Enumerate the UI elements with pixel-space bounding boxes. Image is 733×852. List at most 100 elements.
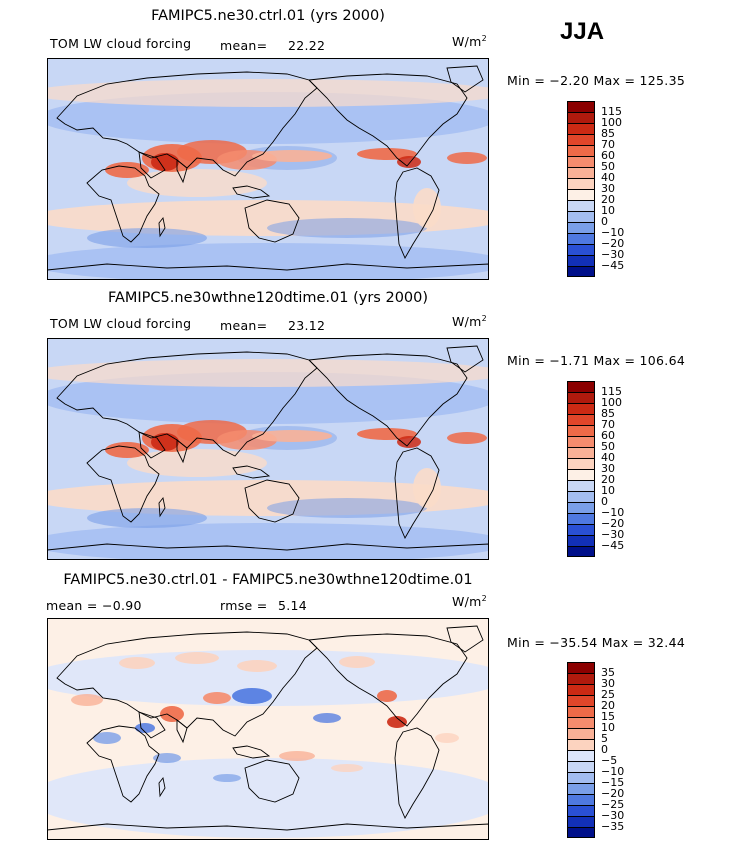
panel-1-variable-label: TOM LW cloud forcing <box>50 36 192 51</box>
map-frame <box>47 618 489 840</box>
coastline <box>47 543 489 560</box>
field-contour <box>151 433 179 451</box>
colorbar-swatch <box>567 167 595 178</box>
coastline <box>86 445 160 523</box>
colorbar-tick-label: 20 <box>601 699 615 712</box>
colorbar-tick-label: 30 <box>601 182 615 195</box>
colorbar-swatch <box>567 794 595 805</box>
coastline <box>47 823 489 840</box>
coastline <box>394 447 440 540</box>
panel-2-map <box>47 338 489 560</box>
colorbar-swatch <box>567 706 595 717</box>
colorbar-swatch <box>567 491 595 502</box>
coastline <box>158 216 166 238</box>
panel-2-title: FAMIPC5.ne30wthne120dtime.01 (yrs 2000) <box>107 290 429 306</box>
colorbar-tick-label: 10 <box>601 484 615 497</box>
field-contour <box>447 432 487 444</box>
colorbar-swatch <box>567 546 595 557</box>
field-contour <box>267 218 427 238</box>
panel-1-map <box>47 58 489 280</box>
coastline <box>308 633 468 727</box>
field-contour <box>119 657 155 669</box>
colorbar-swatch <box>567 145 595 156</box>
coastline <box>232 465 271 479</box>
field-contour <box>413 188 441 228</box>
season-label: JJA <box>560 18 605 45</box>
colorbar-tick-label: −20 <box>601 787 625 800</box>
colorbar-swatch <box>567 178 595 189</box>
map-frame <box>47 338 489 560</box>
panel-3-title: FAMIPC5.ne30.ctrl.01 - FAMIPC5.ne30wthne… <box>63 572 473 588</box>
coastline <box>446 625 484 653</box>
field-contour <box>331 764 363 772</box>
colorbar-swatch <box>567 772 595 783</box>
field-contour <box>135 723 155 733</box>
colorbar-tick-label: 60 <box>601 149 615 162</box>
colorbar-tick-label: 10 <box>601 204 615 217</box>
colorbar-swatch <box>567 673 595 684</box>
colorbar-swatch <box>567 662 595 673</box>
field-contour <box>175 652 219 664</box>
colorbar-swatch <box>567 436 595 447</box>
coastline <box>308 73 468 167</box>
field-contour <box>151 153 179 171</box>
coastline <box>86 725 160 803</box>
colorbar-tick-label: −30 <box>601 248 625 261</box>
colorbar-swatch <box>567 392 595 403</box>
field-contour <box>47 650 489 706</box>
colorbar-swatch <box>567 244 595 255</box>
colorbar-swatch <box>567 695 595 706</box>
colorbar-tick-label: 20 <box>601 473 615 486</box>
coastline <box>446 65 484 93</box>
field-contour <box>203 692 231 704</box>
colorbar-tick-label: −15 <box>601 776 625 789</box>
colorbar-swatch <box>567 233 595 244</box>
coastline <box>394 167 440 260</box>
field-contour <box>377 690 397 702</box>
panel-2-minmax: Min = −1.71 Max = 106.64 <box>507 353 686 368</box>
coastline <box>86 165 160 243</box>
field-contour <box>71 694 103 706</box>
colorbar-swatch <box>567 381 595 392</box>
colorbar-swatch <box>567 524 595 535</box>
panel-2-colorbar <box>567 381 595 557</box>
colorbar-tick-label: 85 <box>601 127 615 140</box>
colorbar-tick-label: 60 <box>601 429 615 442</box>
panel-3-stat-label: rmse = <box>220 598 268 613</box>
panel-3-stat-value: 5.14 <box>278 598 308 613</box>
panel-1-minmax: Min = −2.20 Max = 125.35 <box>507 73 686 88</box>
colorbar-tick-label: 100 <box>601 116 622 129</box>
field-contour <box>237 660 277 672</box>
coastline <box>56 71 318 177</box>
field-contour <box>252 150 332 162</box>
colorbar-tick-label: −45 <box>601 259 625 272</box>
coastline <box>138 711 166 739</box>
field-contour <box>357 428 417 440</box>
coastline <box>158 776 166 798</box>
colorbar-swatch <box>567 480 595 491</box>
colorbar-tick-label: −10 <box>601 226 625 239</box>
colorbar-swatch <box>567 513 595 524</box>
colorbar-tick-label: 100 <box>601 396 622 409</box>
field-contour <box>213 774 241 782</box>
field-contour <box>153 753 181 763</box>
colorbar-tick-label: 85 <box>601 407 615 420</box>
coastline <box>446 345 484 373</box>
colorbar-swatch <box>567 266 595 277</box>
field-contour <box>387 716 407 728</box>
field-contour <box>87 508 207 528</box>
colorbar-swatch <box>567 816 595 827</box>
colorbar-tick-label: 70 <box>601 138 615 151</box>
colorbar-tick-label: 30 <box>601 462 615 475</box>
panel-3-mean-label: mean = −0.90 <box>46 598 142 613</box>
panel-3-unit: W/m2 <box>452 594 488 610</box>
colorbar-swatch <box>567 750 595 761</box>
colorbar-swatch <box>567 134 595 145</box>
field-contour <box>339 656 375 668</box>
coastline <box>232 185 271 199</box>
colorbar-tick-label: 115 <box>601 385 622 398</box>
coastline <box>394 727 440 820</box>
field-contour <box>47 359 489 387</box>
colorbar-swatch <box>567 684 595 695</box>
field-contour <box>435 733 459 743</box>
